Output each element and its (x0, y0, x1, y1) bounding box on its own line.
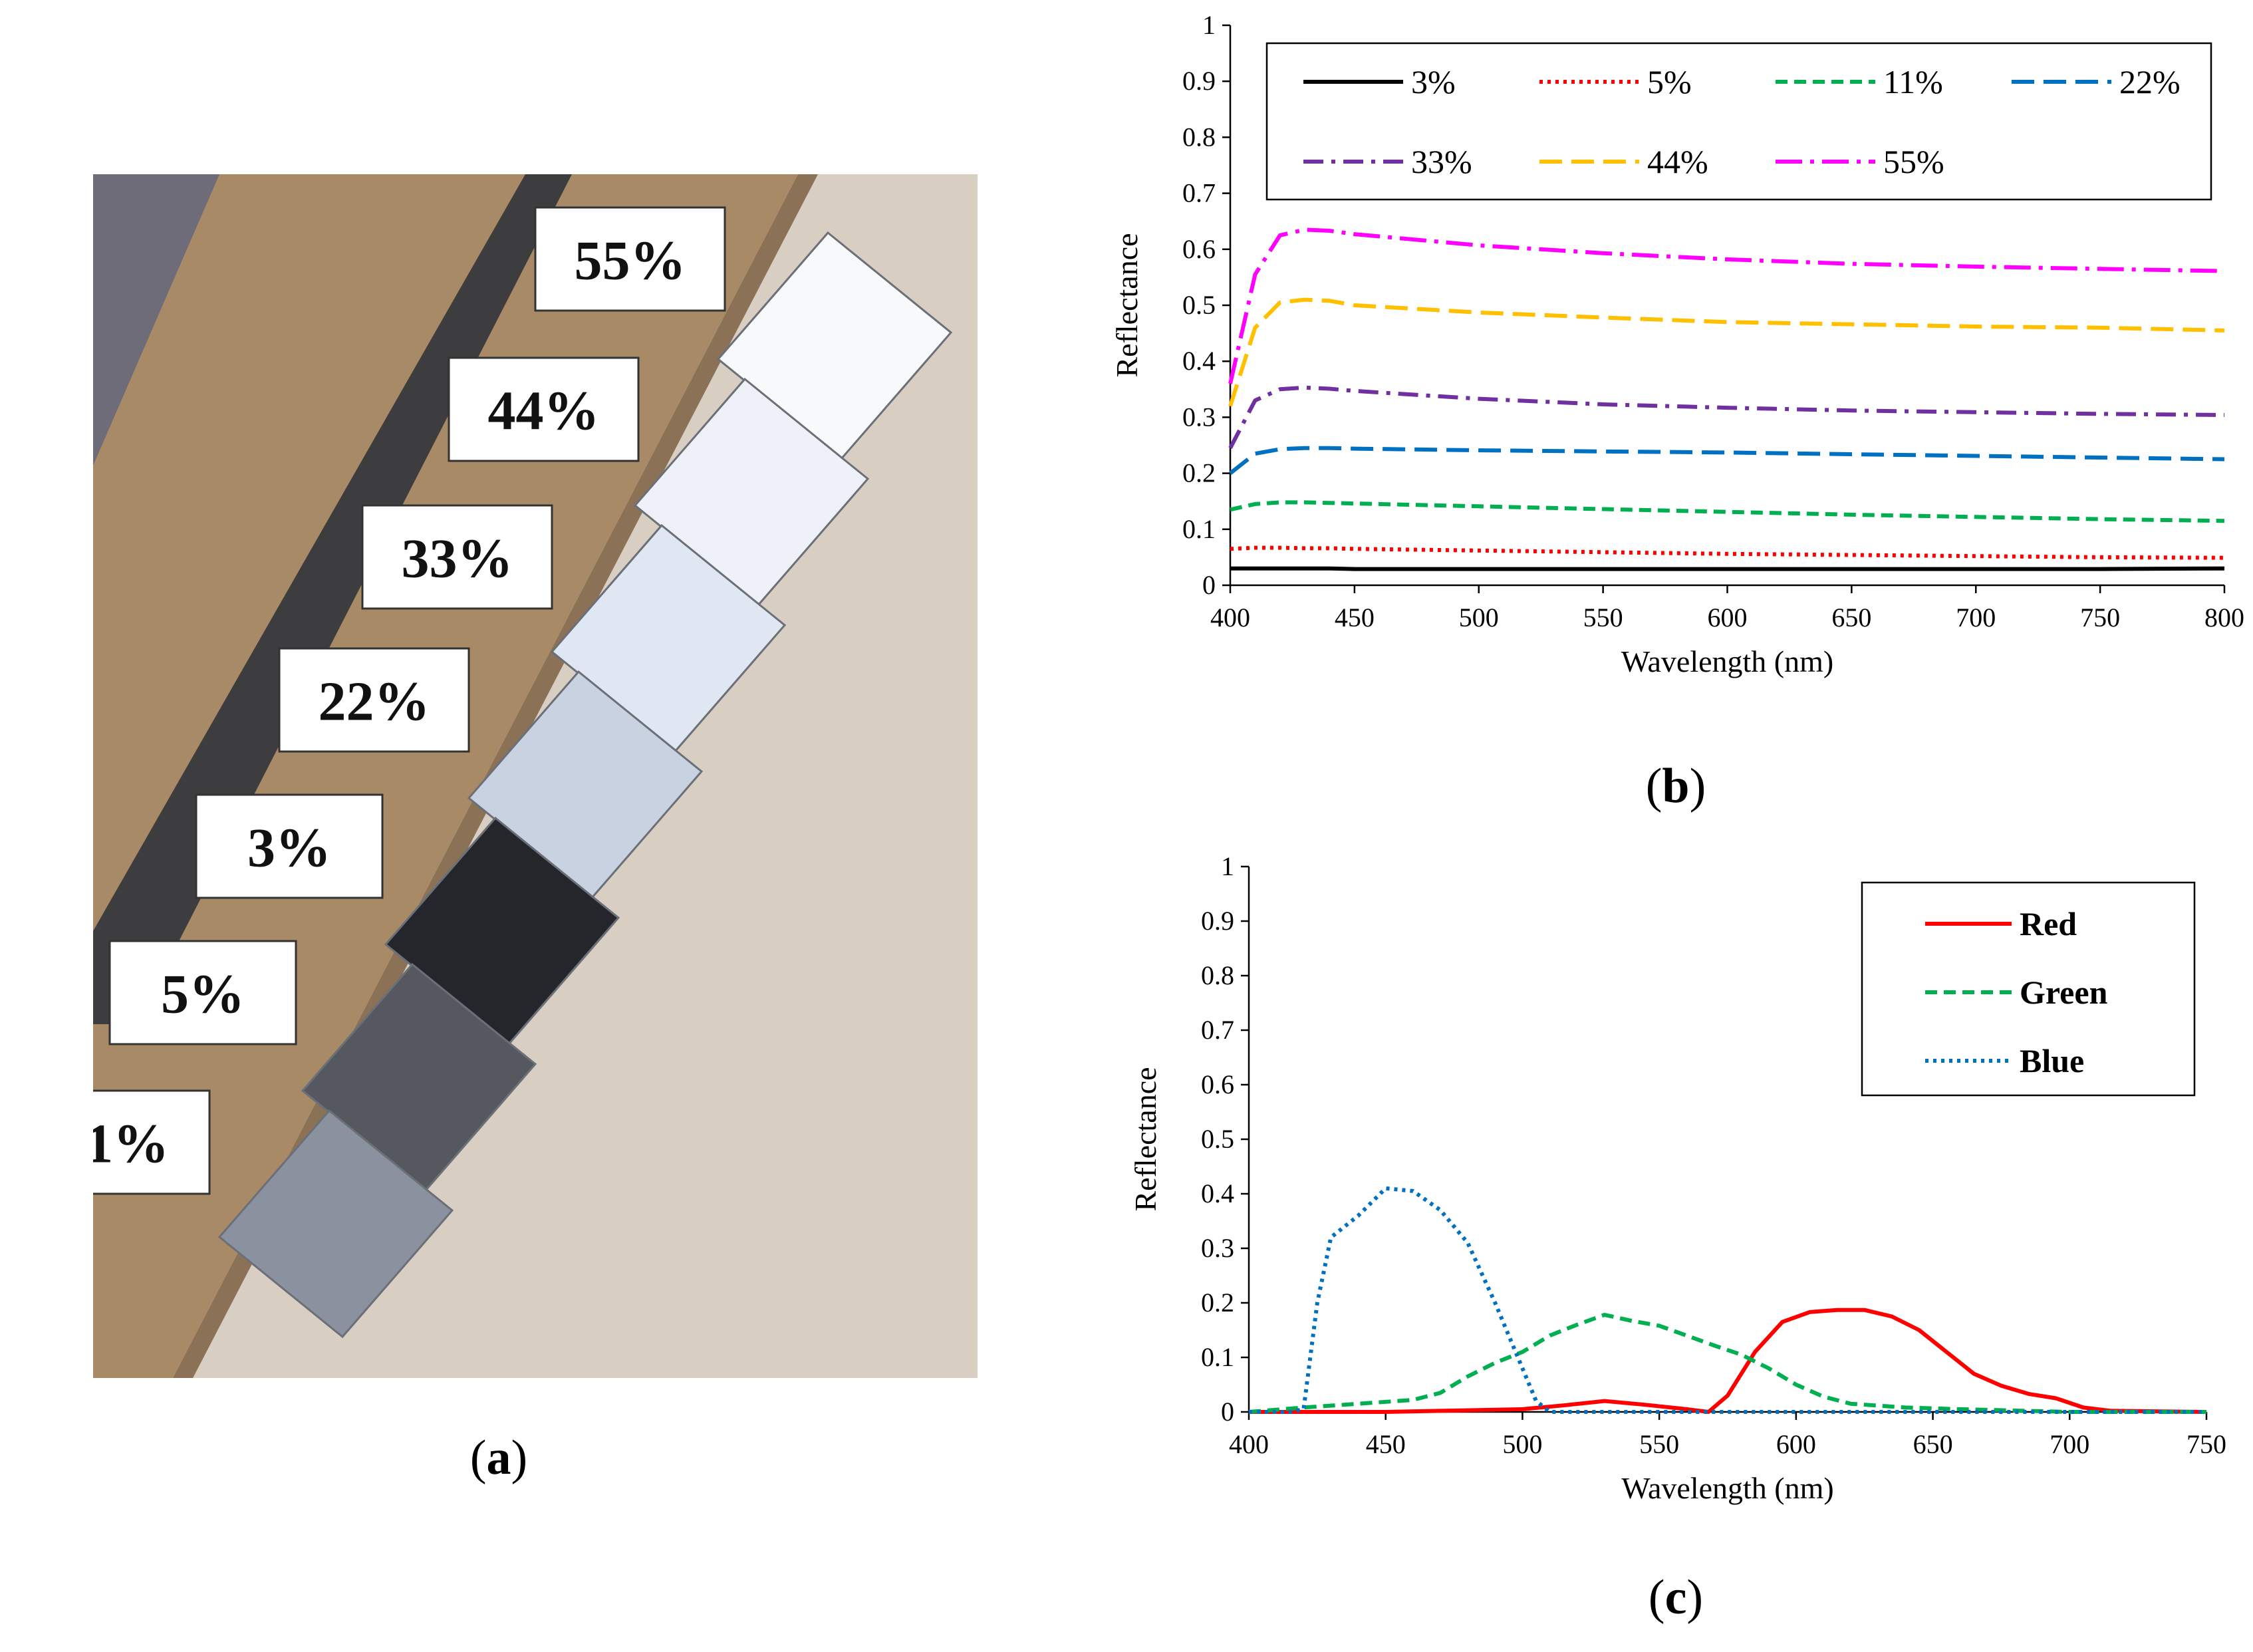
photo-panel: 55% 44% 33% 22% 3% 5% 11% (0, 0, 1037, 1530)
x-tick-label: 650 (1831, 603, 1871, 632)
caption-b-letter: b (1662, 759, 1690, 813)
y-tick-label: 0.3 (1182, 402, 1216, 432)
y-tick-label: 0.4 (1201, 1178, 1234, 1208)
photo-label-3: 22% (319, 671, 430, 733)
x-axis-title: Wavelength (nm) (1621, 644, 1833, 678)
y-tick-label: 0.8 (1182, 122, 1216, 152)
grass-strip (93, 174, 798, 1378)
series-line-red (1249, 1308, 2207, 1414)
y-tick-label: 1 (1202, 10, 1216, 40)
x-tick-label: 700 (2050, 1429, 2089, 1459)
photo-label-6: 11% (61, 1113, 169, 1175)
legend-label: Blue (2020, 1042, 2084, 1079)
photo-label-4: 3% (247, 817, 331, 879)
y-tick-label: 0.5 (1201, 1124, 1234, 1154)
y-tick-label: 0.3 (1201, 1233, 1234, 1263)
x-tick-label: 650 (1913, 1429, 1953, 1459)
x-tick-label: 600 (1708, 603, 1748, 632)
x-tick-label: 750 (2080, 603, 2120, 632)
series-line-33pct (1228, 385, 2225, 450)
caption-c-letter: c (1664, 1570, 1687, 1625)
y-tick-label: 0 (1202, 570, 1216, 600)
legend-label: 5% (1647, 63, 1692, 100)
photo-label-box-3 (278, 647, 470, 753)
y-tick-label: 0.9 (1201, 906, 1234, 936)
y-tick-label: 0.8 (1201, 960, 1234, 990)
caption-b: (b) (1645, 759, 1706, 813)
chart-band-reflectance: 0 0.1 0.2 0.3 0.4 0.5 0.6 0.7 0.8 0.9 1 400 450 500 55… (1128, 851, 2226, 1505)
y-tick-label: 0.6 (1182, 234, 1216, 264)
y-tick-label: 0.2 (1201, 1288, 1234, 1317)
x-tick-label: 700 (1956, 603, 1996, 632)
tarp-6 (217, 1109, 454, 1339)
photo-label-box-6 (93, 1089, 211, 1195)
series-line-blue (1249, 1186, 2206, 1414)
photo-label-2: 33% (402, 528, 513, 590)
series-line-green (1248, 1313, 2206, 1414)
y-tick-label: 0.5 (1182, 290, 1216, 320)
y-tick-label: 0.7 (1201, 1015, 1234, 1045)
y-tick-label: 0.1 (1201, 1342, 1234, 1372)
x-tick-label: 400 (1229, 1429, 1269, 1459)
legend-label: 22% (2119, 63, 2181, 100)
x-tick-label: 450 (1335, 603, 1375, 632)
calibration-tarps-photo: 55% 44% 33% 22% 3% 5% 11% (61, 174, 978, 1378)
legend-label: Green (2020, 974, 2108, 1011)
y-tick-label: 1 (1221, 851, 1234, 881)
y-axis-title: Reflectance (1128, 1067, 1162, 1211)
y-tick-label: 0.2 (1182, 458, 1216, 488)
series-line-11pct (1230, 500, 2225, 523)
photo-label-1: 44% (488, 380, 600, 442)
y-tick-label: 0.9 (1182, 66, 1216, 96)
y-axis-title: Reflectance (1110, 233, 1144, 377)
legend-label: 3% (1411, 63, 1456, 100)
x-tick-label: 450 (1366, 1429, 1406, 1459)
y-tick-label: 0.4 (1182, 346, 1216, 376)
x-tick-label: 500 (1502, 1429, 1542, 1459)
legend-label: 44% (1647, 143, 1708, 180)
y-tick-label: 0.1 (1182, 514, 1216, 544)
photo-label-box-0 (534, 206, 726, 312)
series-line-22pct (1229, 446, 2225, 475)
caption-a: (a) (469, 1431, 528, 1485)
photo-label-0: 55% (575, 230, 686, 292)
photo-label-box-4 (195, 793, 384, 899)
legend-label: 11% (1883, 63, 1943, 100)
series-line-55pct (1228, 227, 2225, 384)
x-tick-label: 550 (1639, 1429, 1679, 1459)
series-line-5pct (1230, 545, 2225, 560)
photo-label-box-5 (108, 940, 297, 1045)
x-axis-title: Wavelength (nm) (1621, 1471, 1833, 1505)
legend-label: 55% (1883, 143, 1944, 180)
legend-box (1861, 881, 2196, 1097)
caption-a-letter: a (486, 1431, 511, 1485)
y-tick-label: 0.6 (1201, 1069, 1234, 1099)
y-tick-label: 0 (1221, 1397, 1234, 1427)
x-tick-label: 550 (1583, 603, 1623, 632)
photo-label-box-2 (361, 504, 553, 610)
photo-labels: 55% 44% 33% 22% 3% 5% 11% (61, 206, 726, 1195)
x-tick-label: 750 (2187, 1429, 2226, 1459)
y-tick-label: 0.7 (1182, 178, 1216, 208)
chart-tarp-reflectance: 0 0.1 0.2 0.3 0.4 0.5 0.6 0.7 0.8 0.9 1 400 450 500 55… (1110, 10, 2244, 678)
x-tick-label: 500 (1459, 603, 1499, 632)
caption-c: (c) (1648, 1570, 1704, 1625)
photo-label-box-1 (448, 356, 640, 462)
photo-label-5: 5% (161, 964, 245, 1026)
series-line-44pct (1228, 297, 2225, 407)
dark-soil (93, 174, 219, 466)
legend-box (1265, 42, 2212, 201)
tarps (217, 231, 953, 1339)
x-tick-label: 400 (1210, 603, 1250, 632)
x-tick-label: 800 (2204, 603, 2244, 632)
legend-label: Red (2020, 905, 2077, 942)
legend-label: 33% (1411, 143, 1472, 180)
x-tick-label: 600 (1776, 1429, 1816, 1459)
